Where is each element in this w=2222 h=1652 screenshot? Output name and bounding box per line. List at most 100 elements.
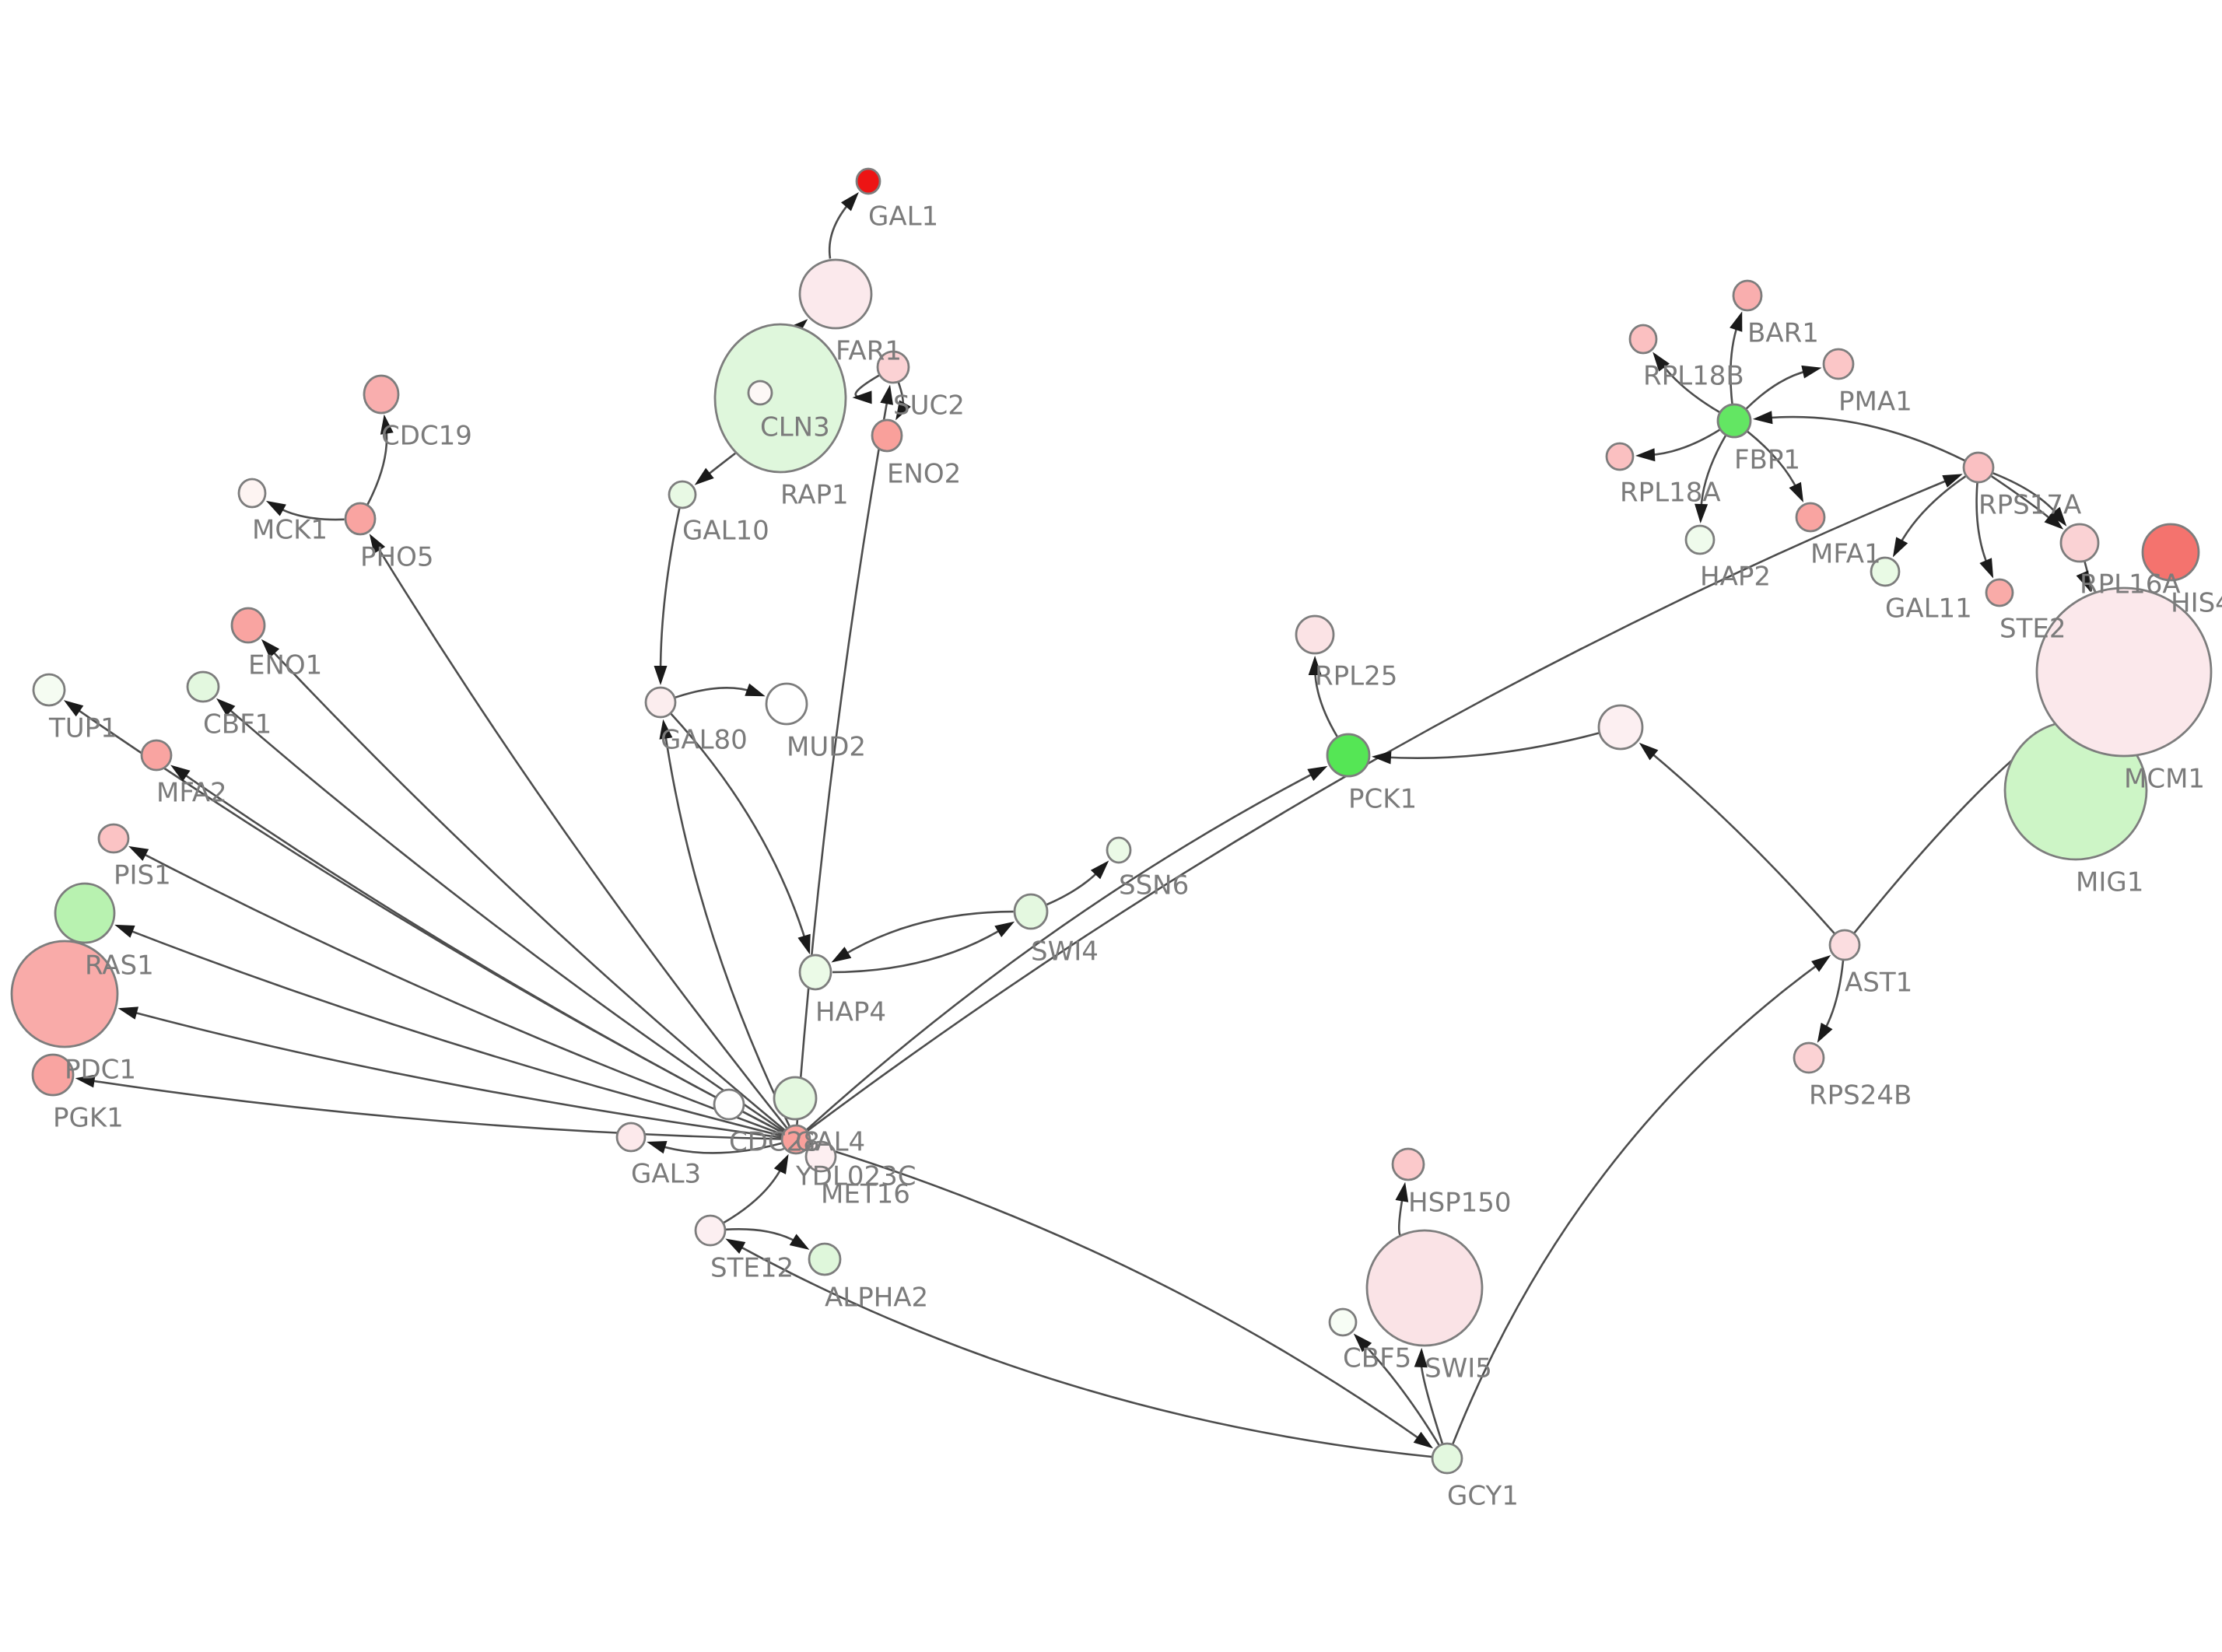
node-CBF1[interactable] — [186, 670, 220, 703]
node-label-MFA2: MFA2 — [156, 778, 227, 809]
node-SUC2[interactable] — [876, 350, 910, 384]
node-PHO5[interactable] — [344, 502, 377, 536]
node-PCK1[interactable] — [1326, 733, 1371, 778]
edge-FAR1-GAL1[interactable] — [828, 201, 852, 259]
arrowhead-YDL023C-RAS1 — [114, 924, 135, 938]
node-AST1[interactable] — [1828, 929, 1861, 961]
node-label-GAL4: GAL4 — [795, 1127, 865, 1158]
edge-YDL023C-GAL3[interactable] — [658, 1142, 782, 1154]
edge-YDL023C-RAS1[interactable] — [125, 928, 782, 1137]
edge-GAL80-HAP4[interactable] — [670, 712, 808, 943]
node-SWI4[interactable] — [1013, 893, 1049, 930]
node-ALPHA2[interactable] — [808, 1242, 842, 1276]
node-PDC1[interactable] — [10, 940, 119, 1048]
edge-YDL023C-PCK1[interactable] — [806, 771, 1317, 1131]
node-MET16[interactable] — [804, 1140, 837, 1173]
node-YDL023C[interactable] — [780, 1124, 811, 1155]
node-CDC28[interactable] — [713, 1088, 745, 1121]
arrowhead-PCK1-RPL25 — [1308, 656, 1322, 675]
node-GAL1[interactable] — [855, 167, 881, 195]
edge-YDL023C-GAL80[interactable] — [664, 731, 790, 1127]
node-HIS4[interactable] — [2141, 523, 2200, 582]
arrowhead-GCY1-SWI5 — [1414, 1347, 1428, 1368]
edge-FBP1-RPL18A[interactable] — [1647, 429, 1720, 457]
edge-YDL023C-PGK1[interactable] — [87, 1079, 782, 1140]
edge-FBP1-MFA1[interactable] — [1747, 430, 1800, 492]
node-RPS17A[interactable] — [1962, 451, 1995, 484]
node-ENO1[interactable] — [230, 607, 266, 644]
edge-YDL023C-ENO1[interactable] — [268, 647, 786, 1131]
edge-YDL023C-GCY1[interactable] — [809, 1143, 1424, 1443]
arrowhead-SWI5-HSP150 — [1395, 1181, 1409, 1202]
node-STE2[interactable] — [1985, 578, 2014, 607]
edge-YDL023C-SUC2[interactable] — [796, 397, 889, 1125]
edge-GCY1-AST1[interactable] — [1452, 961, 1822, 1444]
node-TUP1[interactable] — [32, 673, 66, 707]
arrowhead-FAR1-GAL1 — [841, 192, 859, 212]
edge-FBP1-RPL18B[interactable] — [1659, 361, 1720, 414]
node-RAP1[interactable] — [713, 323, 847, 474]
edge-SWI4-SSN6[interactable] — [1046, 869, 1102, 906]
edge-HAP4-SWI4[interactable] — [832, 926, 1005, 974]
edge-RPS17A-GAL11[interactable] — [1898, 475, 1967, 548]
edge-AST1-RPS24B[interactable] — [1822, 960, 1845, 1033]
edge-FBP1-HAP2[interactable] — [1700, 435, 1727, 512]
node-BAR1[interactable] — [1732, 279, 1763, 312]
edge-RPS17A-FBP1[interactable] — [1765, 415, 1965, 462]
node-CBF5[interactable] — [1328, 1307, 1358, 1337]
edge-YDL023C-PDC1[interactable] — [129, 1010, 782, 1139]
node-CDC19[interactable] — [363, 374, 400, 415]
edge-PHO5-CDC19[interactable] — [366, 426, 388, 506]
node-GAL80[interactable] — [644, 686, 677, 719]
node-MCM1[interactable] — [2035, 586, 2213, 758]
node-MFA1[interactable] — [1795, 502, 1826, 533]
edge-RPS17A-STE2[interactable] — [1975, 482, 1989, 568]
edge-GCY1-CBF5[interactable] — [1361, 1342, 1440, 1446]
node-HAP4[interactable] — [798, 954, 832, 991]
node-MFA2[interactable] — [140, 739, 173, 772]
edge-FBP1-BAR1[interactable] — [1730, 323, 1740, 404]
node-ENO2[interactable] — [871, 418, 903, 453]
node-CLN3[interactable] — [747, 380, 773, 406]
node-MCK1[interactable] — [237, 478, 267, 509]
edge-GCY1-STE12[interactable] — [735, 1244, 1432, 1458]
edge-AST1-NODE1[interactable] — [1648, 750, 1835, 934]
edge-YDL023C-MFA2[interactable] — [180, 771, 783, 1134]
node-RPL16A[interactable] — [2059, 523, 2100, 563]
edge-YDL023C-PHO5[interactable] — [374, 544, 788, 1129]
node-HSP150[interactable] — [1391, 1147, 1425, 1181]
node-RAS1[interactable] — [54, 882, 116, 944]
edge-STE12-YDL023C[interactable] — [723, 1164, 784, 1224]
node-HAP2[interactable] — [1684, 524, 1716, 555]
edge-YDL023C-CBF1[interactable] — [225, 705, 784, 1132]
node-RPS24B[interactable] — [1793, 1041, 1825, 1074]
node-GCY1[interactable] — [1431, 1442, 1463, 1475]
node-PGK1[interactable] — [31, 1053, 75, 1097]
node-SWI5[interactable] — [1365, 1229, 1484, 1347]
node-GAL10[interactable] — [668, 480, 697, 509]
node-PMA1[interactable] — [1822, 348, 1855, 380]
node-MUD2[interactable] — [765, 682, 808, 726]
edge-NODE1-PCK1[interactable] — [1383, 732, 1600, 759]
arrowhead-GAL80-MUD2 — [745, 683, 766, 697]
arrowhead-YDL023C-GCY1 — [1413, 1431, 1433, 1449]
node-unlabeled[interactable] — [1597, 704, 1644, 751]
node-FAR1[interactable] — [798, 258, 873, 330]
edge-GAL10-GAL80[interactable] — [659, 508, 681, 674]
node-GAL3[interactable] — [615, 1122, 647, 1153]
node-RPL25[interactable] — [1295, 614, 1335, 655]
node-FBP1[interactable] — [1716, 403, 1752, 439]
node-SSN6[interactable] — [1106, 836, 1132, 864]
node-STE12[interactable] — [694, 1214, 727, 1247]
edge-YDL023C-PIS1[interactable] — [138, 851, 783, 1136]
node-PIS1[interactable] — [97, 823, 130, 854]
node-RPL18B[interactable] — [1628, 324, 1658, 355]
edge-SWI4-HAP4[interactable] — [841, 910, 1014, 957]
edge-GAL80-MUD2[interactable] — [675, 687, 755, 698]
node-RPL18A[interactable] — [1605, 442, 1635, 471]
edge-FBP1-PMA1[interactable] — [1745, 369, 1810, 410]
node-GAL4[interactable] — [773, 1076, 818, 1121]
node-GAL11[interactable] — [1870, 556, 1901, 587]
